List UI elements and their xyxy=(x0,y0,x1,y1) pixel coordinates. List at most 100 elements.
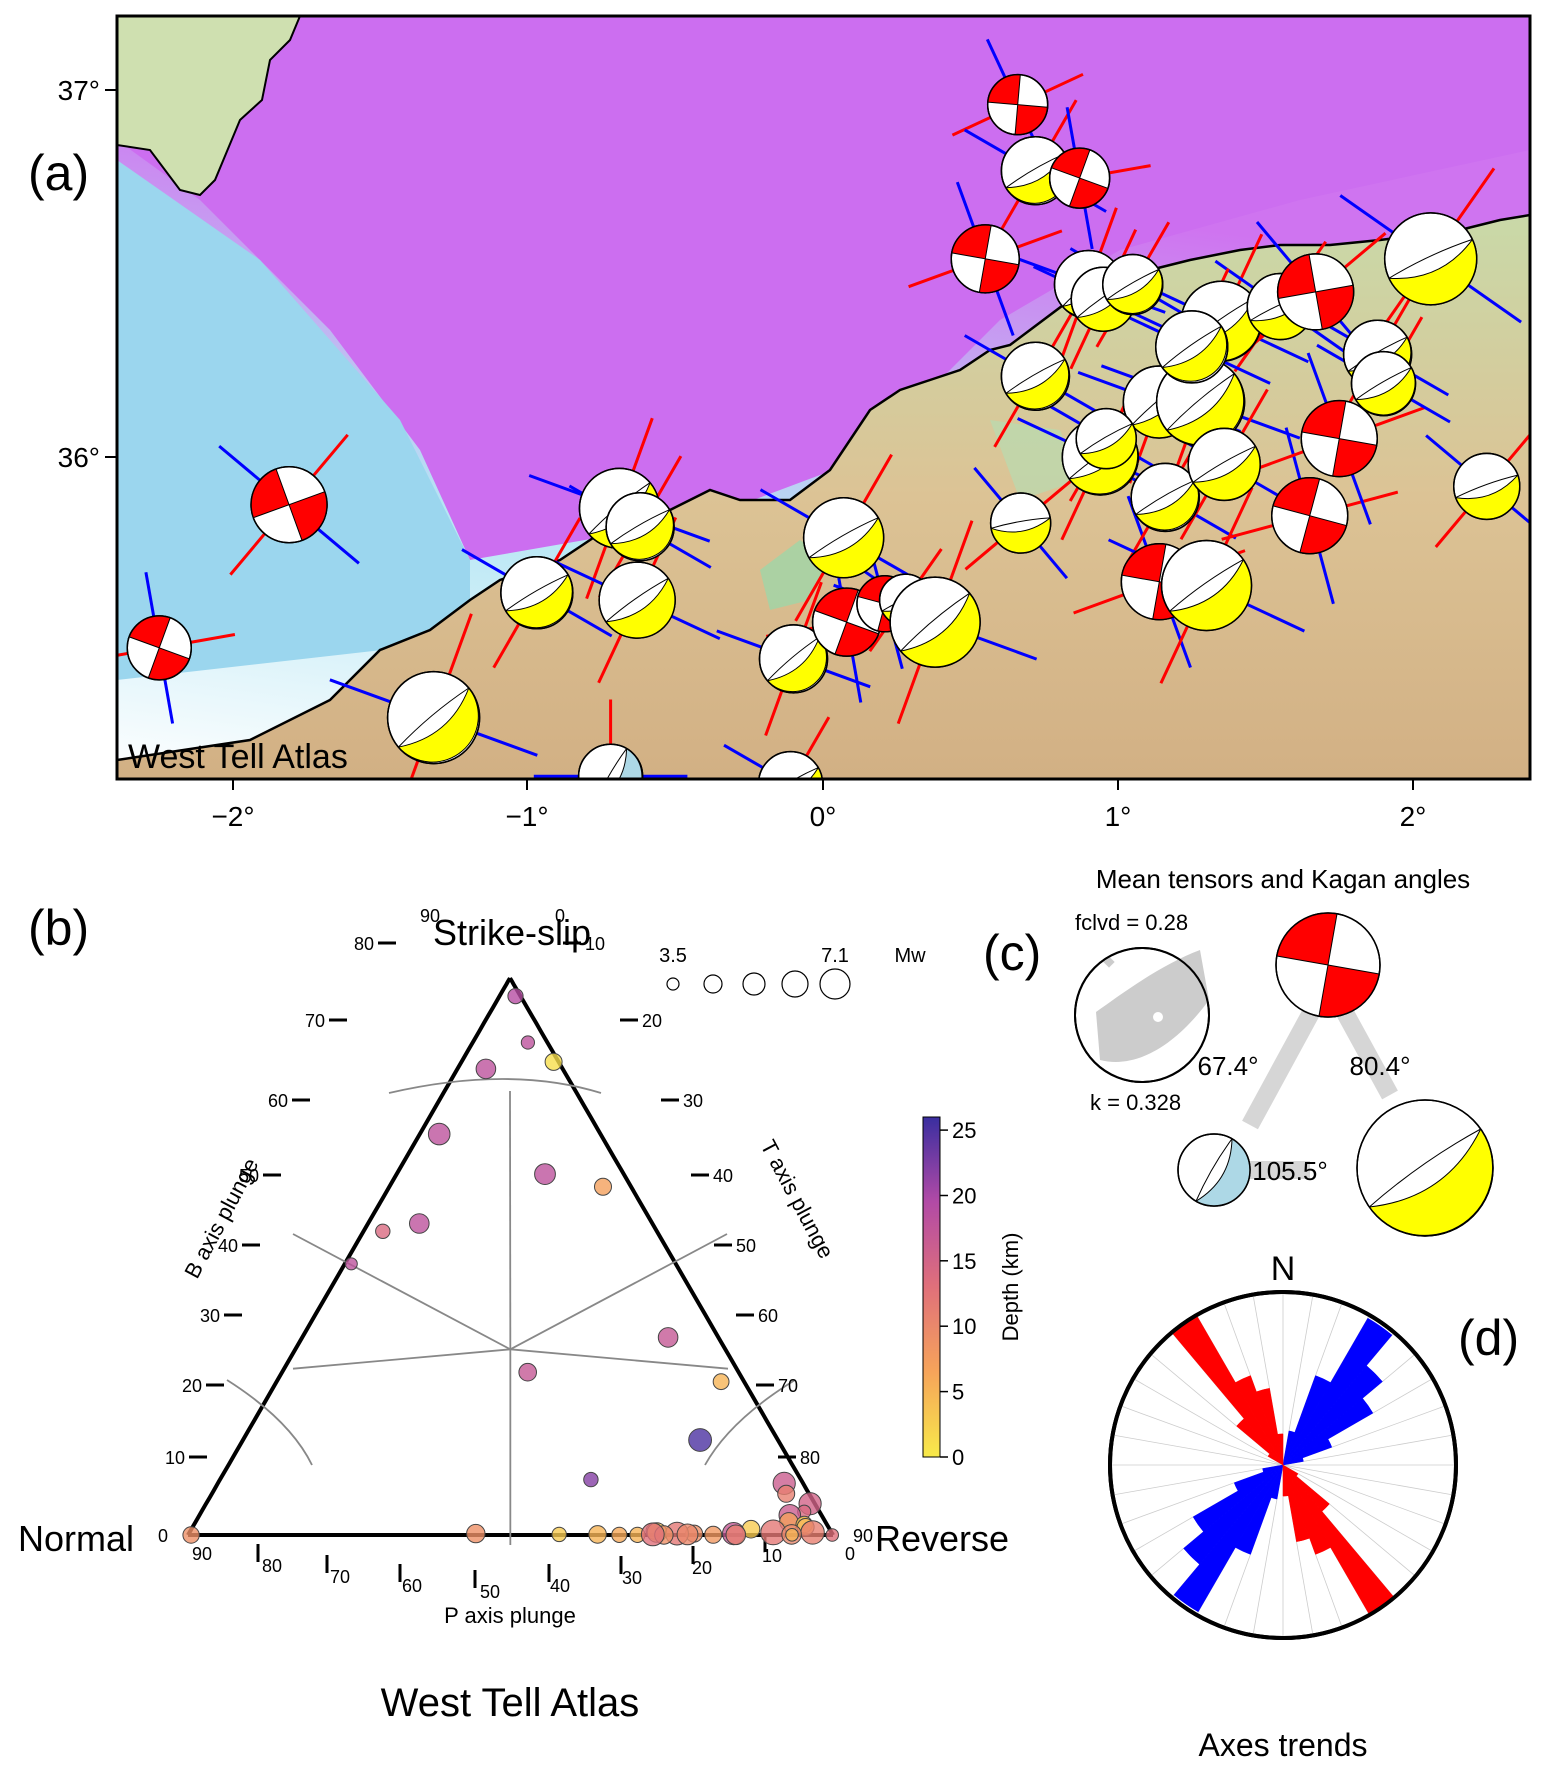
depth-colorbar: 0 5 10 15 20 25 Depth (km) xyxy=(922,1116,1023,1470)
mean-strike-slip-ball xyxy=(1275,912,1381,1018)
left-tick-label: 40 xyxy=(218,1236,238,1256)
ternary-point-8 xyxy=(375,1223,391,1240)
rose-t-wedge xyxy=(1282,1464,1330,1512)
left-tick-label: 90 xyxy=(420,906,440,926)
k-label: k = 0.328 xyxy=(1090,1090,1181,1115)
lon-tick-m2: −2° xyxy=(211,801,254,832)
lat-ticks: 37° 36° xyxy=(58,75,117,473)
kagan-connectors xyxy=(1242,995,1398,1179)
lon-tick-1: 1° xyxy=(1105,801,1132,832)
mean-tensors-panel: (c) Mean tensors and Kagan angles fclvd … xyxy=(983,864,1494,1237)
beachball-29 xyxy=(1130,462,1200,533)
rose-p-wedge xyxy=(1173,1464,1284,1613)
rose-north-label: N xyxy=(1271,1250,1296,1288)
panel-c-letter: (c) xyxy=(983,925,1041,981)
ternary-point-3 xyxy=(544,1052,563,1071)
right-tick-label: 50 xyxy=(736,1236,756,1256)
colorbar-label: Depth (km) xyxy=(998,1233,1023,1342)
beachball-1 xyxy=(126,615,192,681)
beachball-2 xyxy=(250,465,328,544)
ternary-point-17 xyxy=(583,1471,599,1488)
rose-t-wedge xyxy=(1256,1388,1284,1466)
vertex-reverse: Reverse xyxy=(875,1518,1009,1559)
left-tick-label: 30 xyxy=(200,1306,220,1326)
ternary-point-35 xyxy=(704,1525,723,1544)
mean-tensor-beachballs xyxy=(1177,912,1494,1237)
panel-d-letter: (d) xyxy=(1458,1310,1519,1366)
beachball-10 xyxy=(758,750,823,779)
beachball-17 xyxy=(986,73,1049,136)
beachball-24 xyxy=(1102,253,1164,316)
beachball-16 xyxy=(950,224,1020,294)
ternary-point-13 xyxy=(518,1362,538,1382)
density-stereonet xyxy=(1074,947,1210,1083)
mean-normal-ball xyxy=(1177,1133,1251,1207)
right-tick-label: 80 xyxy=(800,1448,820,1468)
bottom-tick-label: 20 xyxy=(692,1558,712,1578)
left-tick-label: 70 xyxy=(305,1011,325,1031)
rose-diagram xyxy=(1108,1290,1458,1640)
left-tick-label: 50 xyxy=(239,1166,259,1186)
beachball-18 xyxy=(1000,341,1071,412)
rose-grid-line xyxy=(1120,1405,1284,1466)
p-axis-line xyxy=(723,743,786,779)
beachball-31 xyxy=(1160,539,1253,632)
ternary-point-2 xyxy=(520,1035,536,1050)
lat-tick-37: 37° xyxy=(58,75,100,106)
bottom-tick-label: 80 xyxy=(262,1556,282,1576)
rose-p-wedge xyxy=(1282,1438,1333,1466)
rose-p-wedge xyxy=(1282,1457,1304,1466)
t-axis-line xyxy=(791,716,831,779)
beachball-5 xyxy=(577,743,644,779)
rose-t-wedge xyxy=(1282,1464,1299,1477)
beachball-42 xyxy=(1155,310,1229,384)
ternary-point-45 xyxy=(825,1528,840,1542)
panel-b-letter: (b) xyxy=(28,900,89,956)
fclvd-label: fclvd = 0.28 xyxy=(1075,910,1188,935)
bottom-tick-label: 60 xyxy=(402,1576,422,1596)
ternary-point-10 xyxy=(344,1257,358,1271)
rose-grid-line xyxy=(1282,1464,1446,1525)
panel-a-letter: (a) xyxy=(28,145,89,201)
rose-grid-line xyxy=(1282,1434,1454,1466)
rose-p-wedge xyxy=(1233,1464,1284,1492)
right-tick-label: 30 xyxy=(683,1091,703,1111)
rose-t-wedge xyxy=(1282,1464,1289,1497)
lon-tick-2: 2° xyxy=(1400,801,1427,832)
ternary-point-37 xyxy=(551,1526,567,1543)
bottom-tick-label: 0 xyxy=(845,1544,855,1564)
rose-p-wedge xyxy=(1270,1464,1284,1500)
ternary-point-7 xyxy=(594,1177,612,1196)
colorbar-tick-label: 0 xyxy=(952,1445,964,1470)
plain-green xyxy=(990,420,1080,500)
rose-t-wedge xyxy=(1282,1464,1310,1542)
rose-grid-line xyxy=(1282,1464,1454,1496)
ternary-point-39 xyxy=(466,1523,486,1544)
rose-p-wedge xyxy=(1192,1464,1284,1533)
ternary-point-11 xyxy=(657,1327,679,1348)
rose-t-wedge xyxy=(1267,1453,1284,1466)
beachball-11 xyxy=(802,496,885,579)
colorbar-ramp xyxy=(922,1116,941,1458)
axis-label-p: P axis plunge xyxy=(444,1603,576,1628)
lon-ticks: −2° −1° 0° 1° 2° xyxy=(211,779,1426,832)
beachball-33 xyxy=(1187,427,1261,502)
vertex-strike-slip: Strike-slip xyxy=(433,912,591,953)
right-tick-label: 20 xyxy=(642,1011,662,1031)
left-tick-label: 20 xyxy=(182,1376,202,1396)
axis-label-t: T axis plunge xyxy=(756,1136,839,1263)
mw-size-legend: 3.5 7.1 Mw xyxy=(659,945,926,1000)
left-tick-label: 80 xyxy=(354,934,374,954)
ternary-title: West Tell Atlas xyxy=(381,1681,640,1725)
ternary-point-1 xyxy=(507,988,524,1005)
ternary-points xyxy=(182,988,840,1547)
mw-min-label: 3.5 xyxy=(659,945,687,967)
beachball-27 xyxy=(1075,407,1137,470)
right-tick-label: 40 xyxy=(713,1166,733,1186)
bottom-tick-label: 10 xyxy=(762,1546,782,1566)
ss-boundary-arc xyxy=(388,1078,602,1094)
grid-left xyxy=(292,1233,511,1351)
bottom-tick-label: 90 xyxy=(192,1544,212,1564)
rose-p-wedge xyxy=(1282,1365,1383,1466)
